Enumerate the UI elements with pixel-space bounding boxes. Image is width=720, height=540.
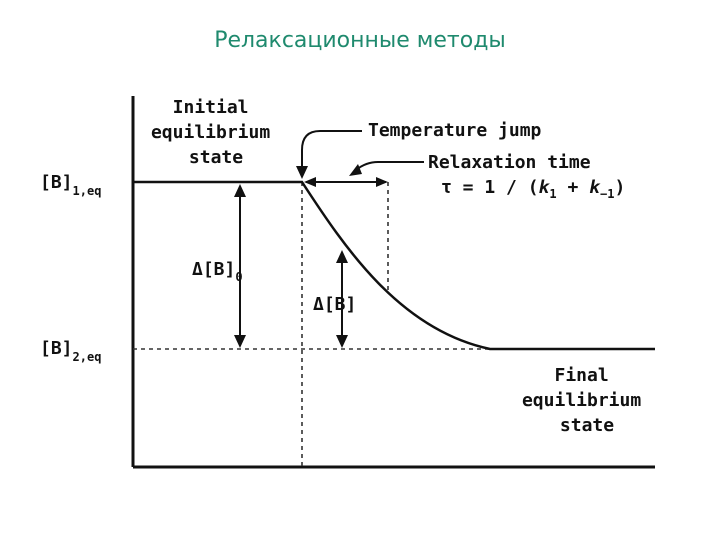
b2-eq-sub: 2,eq (73, 350, 102, 364)
k1-subscript: 1 (549, 187, 556, 201)
final-state-line-2: equilibrium (522, 390, 641, 411)
b1-eq-sub: 1,eq (73, 184, 102, 198)
temperature-jump-arrowhead (296, 166, 308, 179)
initial-state-line-2: equilibrium (151, 122, 270, 143)
delta-b-label: Δ[B] (313, 294, 356, 315)
relaxation-time-arrowhead-right (376, 177, 388, 187)
final-state-label: Final equilibrium state (522, 365, 652, 436)
delta-b0-label: Δ[B]0 (192, 259, 243, 284)
relaxation-time-arrow (355, 161, 424, 171)
delta-b0-arrowhead-top (234, 184, 246, 197)
relaxation-time-label: Relaxation time (428, 152, 591, 173)
tau-formula: τ = 1 / (k1 + k−1) (441, 177, 625, 201)
temperature-jump-arrow (301, 130, 362, 168)
relaxation-time-pointer-head (349, 164, 362, 176)
b1-eq-main: [B] (40, 172, 73, 193)
km1-symbol: k (589, 177, 601, 198)
initial-state-line-1: Initial (173, 97, 249, 118)
final-state-line-3: state (560, 415, 614, 436)
delta-b-arrowhead-top (336, 250, 348, 263)
delta-b0-main: Δ[B] (192, 259, 235, 280)
temperature-jump-label: Temperature jump (368, 120, 542, 141)
delta-b0-sub: 0 (235, 270, 242, 284)
tau-formula-prefix: τ = 1 / ( (441, 177, 539, 198)
final-state-line-1: Final (554, 365, 608, 386)
slide-title: Релаксационные методы (214, 28, 506, 53)
b2-eq-label: [B]2,eq (40, 338, 101, 364)
delta-b-arrowhead-bottom (336, 335, 348, 348)
b2-eq-main: [B] (40, 338, 73, 359)
initial-state-line-3: state (189, 147, 243, 168)
b1-eq-label: [B]1,eq (40, 172, 101, 198)
concentration-curve (133, 180, 655, 351)
tau-formula-plus: + (557, 177, 590, 198)
relaxation-time-arrowhead-left (304, 177, 316, 187)
k1-symbol: k (539, 177, 551, 198)
tau-formula-suffix: ) (614, 177, 625, 198)
delta-b0-arrowhead-bottom (234, 335, 246, 348)
km1-subscript: −1 (600, 187, 614, 201)
initial-state-label: Initial equilibrium state (151, 97, 281, 168)
